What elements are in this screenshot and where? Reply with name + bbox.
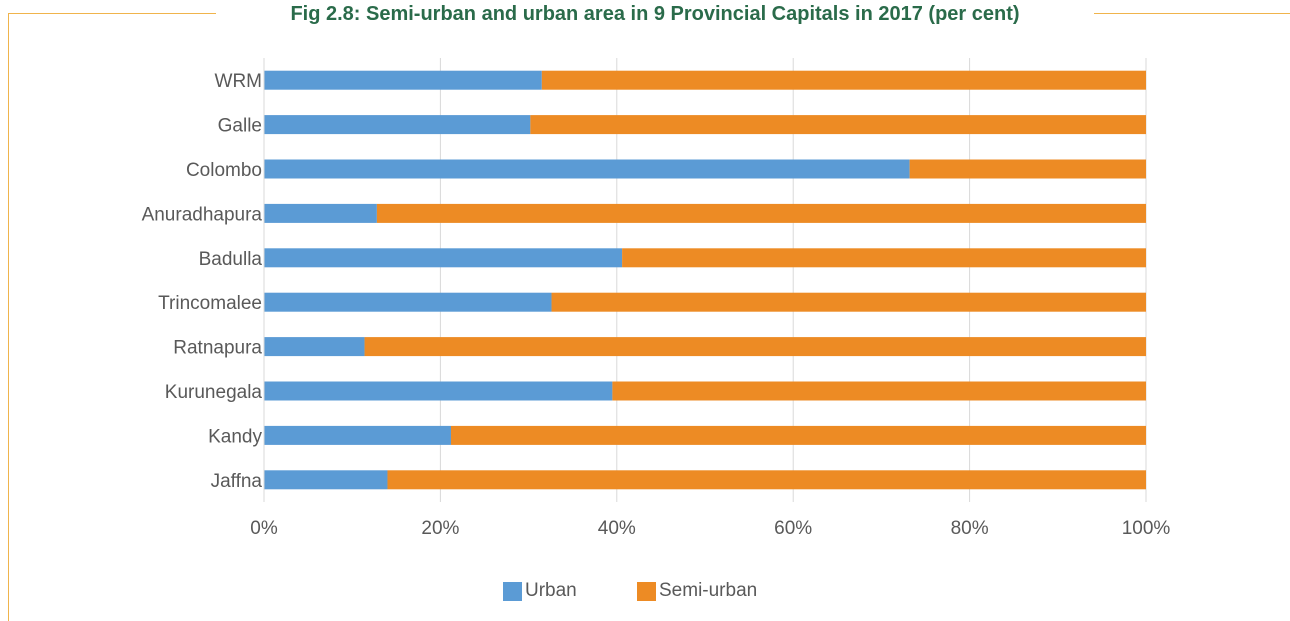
legend-item-urban: Urban xyxy=(503,576,577,606)
y-tick-label: Colombo xyxy=(186,160,262,181)
frame-line xyxy=(8,13,9,621)
legend-swatch-semi-urban xyxy=(637,581,656,601)
bar-semi-urban xyxy=(530,115,1146,135)
bar-semi-urban xyxy=(450,425,1146,445)
y-tick-label: Kandy xyxy=(208,426,262,447)
bar-urban xyxy=(264,470,388,490)
bar-semi-urban xyxy=(909,159,1146,179)
x-tick-label: 20% xyxy=(421,518,459,539)
y-tick-label: Ratnapura xyxy=(173,338,262,359)
y-tick-label: Jaffna xyxy=(211,471,263,492)
bar-semi-urban xyxy=(612,381,1146,401)
y-tick-label: Badulla xyxy=(199,249,263,270)
x-tick-label: 80% xyxy=(951,518,989,539)
bar-urban xyxy=(264,381,613,401)
bar-urban xyxy=(264,203,377,223)
bar-urban xyxy=(264,115,531,135)
bar-urban xyxy=(264,337,365,357)
bar-semi-urban xyxy=(622,248,1146,268)
y-tick-label: Kurunegala xyxy=(165,382,263,403)
y-tick-label: Galle xyxy=(218,116,262,137)
chart-legend: Urban Semi-urban xyxy=(0,576,1290,606)
x-tick-label: 100% xyxy=(1122,518,1171,539)
legend-swatch-urban xyxy=(503,581,522,601)
legend-label-semi-urban: Semi-urban xyxy=(659,580,758,601)
chart-title: Fig 2.8: Semi-urban and urban area in 9 … xyxy=(290,3,1020,25)
y-tick-label: Anuradhapura xyxy=(142,204,263,225)
bar-semi-urban xyxy=(376,203,1146,223)
bar-semi-urban xyxy=(551,292,1146,312)
frame-line xyxy=(1094,13,1290,14)
bar-urban xyxy=(264,292,552,312)
legend-item-semi-urban: Semi-urban xyxy=(637,576,757,606)
bar-semi-urban xyxy=(541,70,1146,90)
x-tick-label: 60% xyxy=(774,518,812,539)
y-tick-label: WRM xyxy=(215,71,262,92)
x-tick-label: 40% xyxy=(598,518,636,539)
x-tick-label: 0% xyxy=(250,518,278,539)
legend-label-urban: Urban xyxy=(525,580,577,601)
bar-semi-urban xyxy=(364,337,1147,357)
bar-urban xyxy=(264,70,542,90)
bar-urban xyxy=(264,425,451,445)
frame-line xyxy=(8,13,216,14)
bar-chart: 0% 20% 40% 60% 80% 100% WRM Galle Colombo Anuradh… xyxy=(142,58,1171,539)
bar-urban xyxy=(264,248,623,268)
bar-urban xyxy=(264,159,910,179)
y-tick-label: Trincomalee xyxy=(158,293,262,314)
bar-semi-urban xyxy=(387,470,1147,490)
